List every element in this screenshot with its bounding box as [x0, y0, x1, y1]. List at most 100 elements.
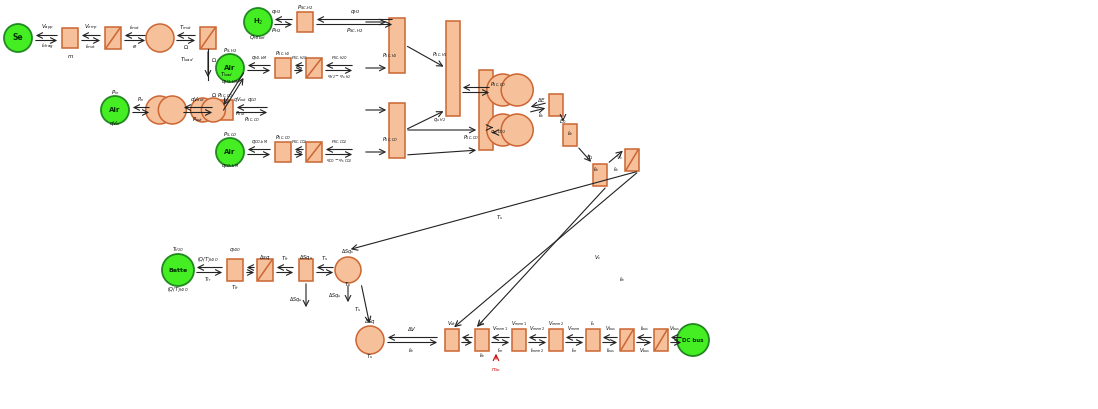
Text: $V_{emp}$: $V_{emp}$: [83, 23, 98, 33]
Bar: [625, 149, 639, 171]
Text: $V_{bus}$: $V_{bus}$: [639, 346, 651, 355]
Text: $V_c$: $V_c$: [594, 254, 602, 263]
Text: $E_1$: $E_1$: [586, 153, 594, 162]
Text: $P_{in}$: $P_{in}$: [137, 96, 145, 104]
Text: $V_{app}$: $V_{app}$: [41, 23, 54, 33]
Bar: [306, 58, 322, 78]
Bar: [446, 20, 460, 115]
Circle shape: [163, 254, 194, 286]
Text: $P_{SC,CO}$: $P_{SC,CO}$: [463, 134, 479, 142]
Circle shape: [335, 257, 361, 283]
Text: $P_{SC,H1}$: $P_{SC,H1}$: [433, 51, 448, 59]
Text: $P_{out}$: $P_{out}$: [235, 110, 245, 119]
Text: $q_{H2,bM}$: $q_{H2,bM}$: [221, 78, 239, 86]
Text: $q_{CO,bM}$: $q_{CO,bM}$: [221, 162, 239, 170]
Bar: [593, 164, 607, 186]
Text: $I_{fc}$: $I_{fc}$: [568, 130, 574, 139]
Text: $E_0$: $E_0$: [559, 117, 567, 126]
Bar: [445, 329, 459, 351]
Text: $T_{load}$: $T_{load}$: [180, 56, 194, 65]
Circle shape: [244, 8, 272, 36]
Circle shape: [146, 96, 173, 124]
Text: $V_{mem2}$: $V_{mem2}$: [548, 319, 564, 328]
Text: $P_{SC,CO2}$: $P_{SC,CO2}$: [330, 138, 347, 146]
Text: $P_{S,H2}$: $P_{S,H2}$: [223, 47, 237, 55]
Text: $P_{SC,H2O}$: $P_{SC,H2O}$: [330, 54, 347, 62]
Text: H$_2$: H$_2$: [253, 17, 264, 27]
Bar: [389, 18, 405, 72]
Text: $T_{fr}$: $T_{fr}$: [204, 276, 212, 284]
Bar: [563, 124, 578, 146]
Text: $\Delta V$: $\Delta V$: [407, 325, 417, 333]
Bar: [586, 329, 600, 351]
Text: $\Delta Sq_s$: $\Delta Sq_s$: [299, 254, 313, 263]
Text: Air: Air: [224, 65, 236, 71]
Text: $T_s$: $T_s$: [355, 306, 361, 315]
Text: $T_{fr}$: $T_{fr}$: [231, 283, 239, 292]
Text: $T_{H2O}$: $T_{H2O}$: [172, 245, 184, 254]
Text: $P_{SC,H2}$: $P_{SC,H2}$: [276, 50, 291, 58]
Text: $P_{SC,CO}$: $P_{SC,CO}$: [217, 92, 233, 100]
Text: $I_{fc}$: $I_{fc}$: [618, 276, 626, 284]
Text: $P_{out}$: $P_{out}$: [192, 116, 203, 124]
Circle shape: [677, 324, 709, 356]
Text: $(Q/T)_{H2O}$: $(Q/T)_{H2O}$: [198, 254, 219, 263]
Circle shape: [486, 114, 518, 146]
Text: $P_{in}$: $P_{in}$: [111, 89, 120, 97]
Bar: [479, 70, 493, 150]
Circle shape: [201, 98, 225, 122]
Text: $I_s$: $I_s$: [591, 319, 596, 328]
Text: $P_{SC,CO}$: $P_{SC,CO}$: [382, 136, 399, 144]
Text: $P_{S,CO}$: $P_{S,CO}$: [223, 131, 237, 139]
Text: $\Delta Sq_u$: $\Delta Sq_u$: [289, 295, 303, 304]
Text: $V_{bus}$: $V_{bus}$: [605, 325, 617, 333]
Bar: [549, 329, 563, 351]
Text: $i_{chag}$: $i_{chag}$: [41, 42, 54, 52]
Text: $P_{SC,H2O}$: $P_{SC,H2O}$: [291, 54, 307, 62]
Circle shape: [356, 326, 384, 354]
Text: $q_{p,CO2}$: $q_{p,CO2}$: [490, 128, 506, 137]
Text: $I_{bus}$: $I_{bus}$: [640, 325, 650, 333]
Text: $P_{SC,CO}$: $P_{SC,CO}$: [490, 81, 506, 89]
Text: $V_{mem1}$: $V_{mem1}$: [511, 319, 527, 328]
Circle shape: [216, 138, 244, 166]
Bar: [654, 329, 668, 351]
Bar: [306, 142, 322, 162]
Bar: [512, 329, 526, 351]
Circle shape: [216, 54, 244, 82]
Circle shape: [486, 74, 518, 106]
Text: $P_{SC,CO2}$: $P_{SC,CO2}$: [291, 138, 307, 146]
Text: $q_{H2O}$: $q_{H2O}$: [228, 246, 242, 254]
Text: $\Delta Sq$: $\Delta Sq$: [363, 317, 376, 326]
Text: $T_{fr}$: $T_{fr}$: [281, 254, 289, 263]
Bar: [105, 27, 121, 49]
Text: Air: Air: [224, 149, 236, 155]
Bar: [227, 259, 243, 281]
Text: $I_{fc}$: $I_{fc}$: [614, 166, 620, 175]
Text: Air: Air: [110, 107, 121, 113]
Text: $P_{H2}$: $P_{H2}$: [271, 27, 281, 36]
Text: $q_{CO,bM}$: $q_{CO,bM}$: [250, 138, 268, 146]
Text: $qV_{in}$: $qV_{in}$: [109, 119, 121, 128]
Bar: [389, 103, 405, 157]
Bar: [475, 329, 489, 351]
Circle shape: [158, 96, 187, 124]
Bar: [257, 259, 273, 281]
Text: $P_{SC,H2}$: $P_{SC,H2}$: [346, 27, 363, 35]
Bar: [549, 94, 563, 116]
Circle shape: [146, 24, 173, 52]
Text: $P_{SC,H2}$: $P_{SC,H2}$: [382, 52, 397, 60]
Text: $V_c$: $V_c$: [616, 153, 624, 162]
Bar: [200, 27, 216, 49]
Text: $T_s$: $T_s$: [345, 281, 351, 290]
Text: $\Omega$: $\Omega$: [211, 56, 217, 64]
Circle shape: [501, 74, 534, 106]
Circle shape: [191, 98, 214, 122]
Text: $(Q/T)_{H2O}$: $(Q/T)_{H2O}$: [167, 285, 189, 294]
Text: $q_{c,H2}$: $q_{c,H2}$: [434, 116, 447, 124]
Text: $V_{dr}$: $V_{dr}$: [447, 319, 457, 328]
Text: $q_{CO}$: $q_{CO}$: [247, 96, 257, 104]
Text: $\Omega$: $\Omega$: [211, 91, 217, 99]
Text: $\Delta Sq_u$: $\Delta Sq_u$: [328, 290, 341, 299]
Bar: [274, 142, 291, 162]
